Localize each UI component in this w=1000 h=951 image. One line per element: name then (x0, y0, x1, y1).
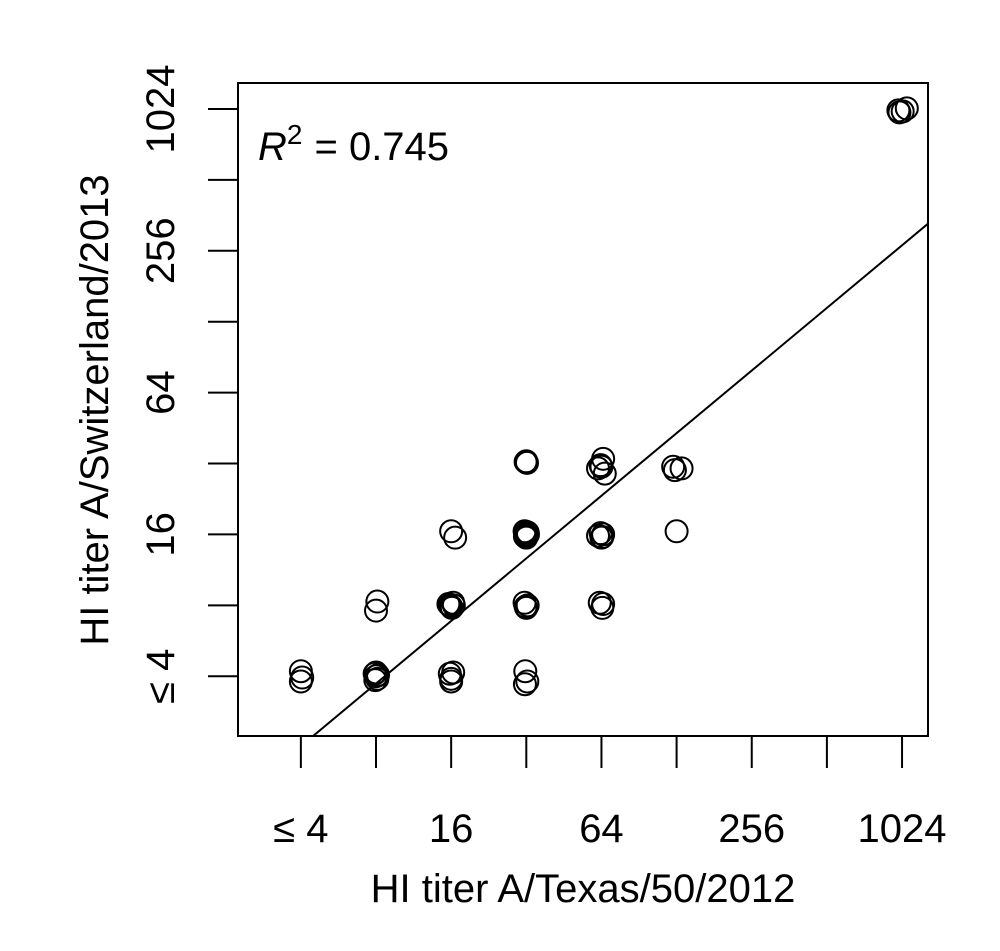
point (439, 595, 464, 620)
point (439, 669, 464, 694)
point (513, 594, 538, 619)
point (365, 589, 390, 614)
point (288, 669, 313, 694)
point (591, 592, 616, 617)
point (591, 522, 616, 547)
point (661, 454, 686, 479)
x-tick-label: 1024 (858, 807, 947, 851)
plot-frame (237, 82, 929, 737)
y-tick-label: ≤ 4 (139, 649, 183, 704)
point (441, 593, 466, 618)
point (514, 519, 539, 544)
annotation-superscript: 2 (287, 119, 303, 150)
x-tick-label: 16 (429, 807, 474, 851)
x-tick-label: ≤ 4 (273, 807, 328, 851)
point (669, 456, 694, 481)
y-axis-label: HI titer A/Switzerland/2013 (73, 174, 117, 645)
point (894, 96, 919, 121)
point (364, 598, 389, 623)
annotation-relation: = 0.745 (314, 125, 449, 169)
x-tick-label: 256 (718, 807, 785, 851)
point (513, 659, 538, 684)
point (515, 669, 540, 694)
annotation: R2 = 0.745 (258, 119, 449, 169)
y-tick-label: 256 (139, 217, 183, 284)
annotation-symbol: R (258, 125, 287, 169)
point (589, 454, 614, 479)
point (589, 525, 614, 550)
point (515, 593, 540, 618)
point (591, 446, 616, 471)
point (515, 522, 540, 547)
point (366, 662, 391, 687)
x-axis-label: HI titer A/Texas/50/2012 (371, 867, 796, 911)
point (439, 519, 464, 544)
y-tick-label: 16 (139, 512, 183, 557)
y-tick-label: 1024 (139, 64, 183, 153)
point (664, 519, 689, 544)
point (363, 668, 388, 693)
point (512, 672, 537, 697)
point (441, 660, 466, 685)
x-tick-label: 64 (579, 807, 624, 851)
y-tick-label: 64 (139, 370, 183, 415)
point (514, 449, 539, 474)
point (890, 99, 915, 124)
regression-line (311, 222, 928, 736)
point (443, 525, 468, 550)
